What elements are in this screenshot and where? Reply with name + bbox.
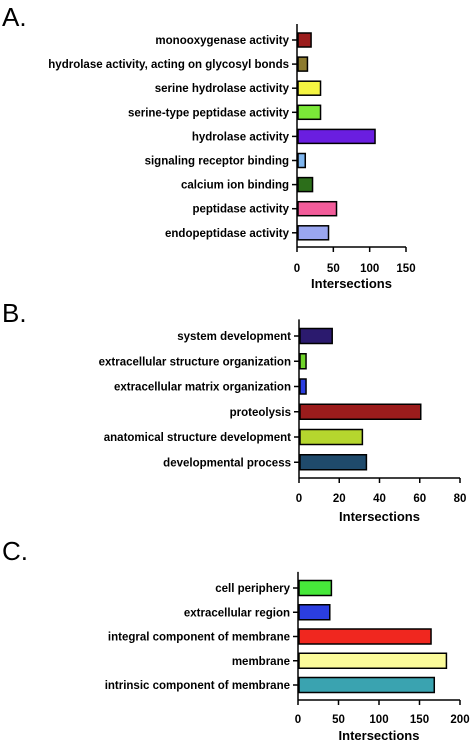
x-tick-label: 20 xyxy=(333,493,346,505)
category-label: extracellular matrix organization xyxy=(114,382,291,394)
x-axis-title: Intersections xyxy=(311,276,392,291)
bar xyxy=(298,676,436,694)
x-axis-title: Intersections xyxy=(339,728,420,743)
x-tick-label: 100 xyxy=(360,263,379,275)
chart-panel-1: A. monooxygenase activity hydrolase activi… xyxy=(2,2,416,291)
bar xyxy=(297,80,322,96)
bar xyxy=(298,579,333,597)
x-tick-label: 200 xyxy=(450,714,469,726)
category-label: serine hydrolase activity xyxy=(155,83,290,95)
bar xyxy=(297,32,312,48)
category-label: developmental process xyxy=(163,457,291,469)
x-tick-label: 0 xyxy=(296,493,302,505)
bar xyxy=(297,176,314,193)
bar xyxy=(297,56,309,72)
bar xyxy=(297,200,338,217)
x-tick-label: 150 xyxy=(410,714,429,726)
x-tick-label: 150 xyxy=(396,263,415,275)
category-label: intrinsic component of membrane xyxy=(105,680,290,692)
category-label: calcium ion binding xyxy=(181,180,289,192)
category-label: endopeptidase activity xyxy=(165,228,290,240)
bar xyxy=(299,403,422,420)
bar xyxy=(297,152,307,169)
x-tick-label: 0 xyxy=(294,263,300,275)
panel-label: B. xyxy=(2,298,27,328)
x-tick-label: 50 xyxy=(327,263,340,275)
bar xyxy=(298,652,448,669)
category-label: membrane xyxy=(232,656,290,668)
category-label: extracellular structure organization xyxy=(99,356,291,368)
bar xyxy=(297,104,322,121)
category-label: anatomical structure development xyxy=(104,432,291,444)
panel-label: C. xyxy=(2,536,28,566)
bar xyxy=(297,128,376,145)
chart-panel-3: C. cell periphery extracellular region inte… xyxy=(2,536,470,743)
panel-label: A. xyxy=(2,2,27,32)
category-label: monooxygenase activity xyxy=(155,35,289,47)
bar xyxy=(299,353,307,370)
x-tick-label: 0 xyxy=(295,714,301,726)
x-tick-label: 50 xyxy=(332,714,345,726)
category-label: proteolysis xyxy=(230,407,291,419)
category-label: signaling receptor binding xyxy=(145,156,289,168)
bar xyxy=(299,327,333,345)
bar xyxy=(299,454,368,471)
category-label: system development xyxy=(177,331,291,343)
x-tick-label: 40 xyxy=(373,493,386,505)
category-label: hydrolase activity, acting on glycosyl b… xyxy=(48,59,289,71)
x-tick-label: 80 xyxy=(454,493,467,505)
category-label: integral component of membrane xyxy=(108,632,290,644)
bar xyxy=(299,378,307,395)
bar xyxy=(297,225,330,241)
category-label: cell periphery xyxy=(215,583,290,595)
chart-panel-2: B. system development extracellular struct… xyxy=(2,298,466,524)
x-tick-label: 60 xyxy=(413,493,426,505)
category-label: serine-type peptidase activity xyxy=(128,107,290,119)
category-label: peptidase activity xyxy=(192,204,289,216)
x-axis-title: Intersections xyxy=(339,509,420,524)
bar xyxy=(299,428,364,446)
x-tick-label: 100 xyxy=(369,714,388,726)
category-label: hydrolase activity xyxy=(192,131,290,143)
category-label: extracellular region xyxy=(184,607,290,619)
bar xyxy=(298,628,432,645)
bar xyxy=(298,604,331,621)
